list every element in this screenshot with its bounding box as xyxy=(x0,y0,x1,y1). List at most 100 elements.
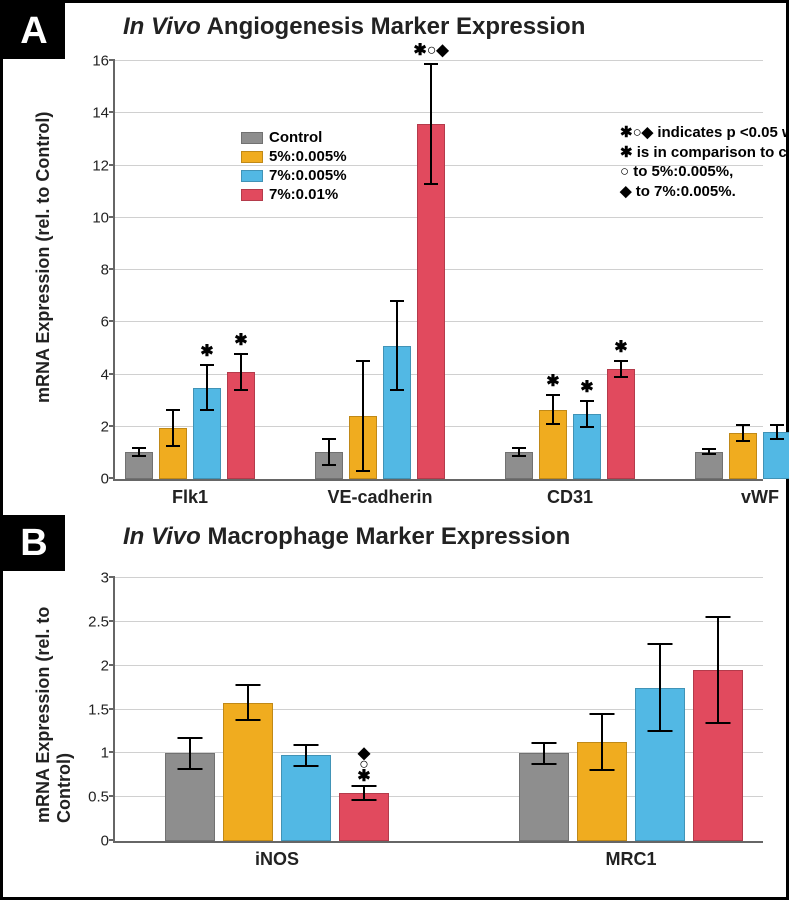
error-cap xyxy=(532,763,557,765)
x-category-label: VE-cadherin xyxy=(327,479,432,508)
x-category-label: MRC1 xyxy=(605,841,656,870)
sig-legend-symbols: ✱○◆ xyxy=(620,124,653,141)
y-gridline xyxy=(115,577,763,578)
error-cap xyxy=(356,470,370,472)
legend-a: Control 5%:0.005% 7%:0.005% 7%:0.01% xyxy=(241,129,347,205)
bar-control xyxy=(695,452,723,479)
error-cap xyxy=(424,183,438,185)
error-cap xyxy=(736,424,750,426)
error-cap xyxy=(702,448,716,450)
legend-item: 7%:0.005% xyxy=(241,167,347,184)
error-cap xyxy=(590,713,615,715)
title-b-italic: In Vivo xyxy=(123,523,201,550)
error-cap xyxy=(200,364,214,366)
error-bar xyxy=(172,410,174,447)
legend-label: 7%:0.005% xyxy=(269,167,347,184)
error-cap xyxy=(648,643,673,645)
error-cap xyxy=(132,447,146,449)
error-bar xyxy=(189,738,191,770)
error-bar xyxy=(363,786,365,800)
error-cap xyxy=(512,447,526,449)
x-category-label: vWF xyxy=(741,479,779,508)
legend-swatch-7a xyxy=(241,170,263,182)
y-gridline xyxy=(115,112,763,113)
y-gridline xyxy=(115,621,763,622)
legend-item: Control xyxy=(241,129,347,146)
significance-marker: ✱ xyxy=(200,341,213,361)
error-cap xyxy=(390,300,404,302)
y-tick-label: 16 xyxy=(92,53,115,70)
error-cap xyxy=(352,785,377,787)
significance-marker: ✱ xyxy=(580,377,593,397)
legend-label: Control xyxy=(269,129,322,146)
y-tick-label: 0 xyxy=(101,833,115,850)
y-tick-label: 1.5 xyxy=(88,701,115,718)
error-cap xyxy=(770,424,784,426)
legend-swatch-control xyxy=(241,132,263,144)
error-cap xyxy=(512,455,526,457)
significance-marker: ✱ xyxy=(546,371,559,391)
error-cap xyxy=(352,799,377,801)
y-label-b-1: mRNA Expression (rel. to xyxy=(33,607,53,823)
error-bar xyxy=(620,361,622,377)
error-bar xyxy=(659,644,661,732)
x-category-label: CD31 xyxy=(547,479,593,508)
y-tick-label: 1 xyxy=(101,745,115,762)
y-tick-label: 0.5 xyxy=(88,789,115,806)
error-cap xyxy=(322,464,336,466)
error-cap xyxy=(132,455,146,457)
bar-s7a xyxy=(281,755,331,841)
sig-legend-l4: ◆ to 7%:0.005%. xyxy=(620,182,789,202)
error-cap xyxy=(166,445,180,447)
y-label-b-2: Control) xyxy=(54,753,74,823)
y-tick-label: 12 xyxy=(92,157,115,174)
error-cap xyxy=(322,438,336,440)
legend-swatch-7b xyxy=(241,189,263,201)
y-gridline xyxy=(115,665,763,666)
error-cap xyxy=(706,722,731,724)
error-bar xyxy=(362,361,364,471)
error-cap xyxy=(546,423,560,425)
error-cap xyxy=(356,360,370,362)
error-cap xyxy=(178,768,203,770)
error-cap xyxy=(234,353,248,355)
significance-legend: ✱○◆ indicates p <0.05 where ✱ is in comp… xyxy=(620,123,789,201)
error-cap xyxy=(736,440,750,442)
legend-label: 7%:0.01% xyxy=(269,186,338,203)
error-cap xyxy=(236,719,261,721)
significance-marker: ✱ xyxy=(234,330,247,350)
y-tick-label: 4 xyxy=(101,366,115,383)
error-cap xyxy=(614,360,628,362)
title-a-italic: In Vivo xyxy=(123,13,201,40)
error-bar xyxy=(430,64,432,184)
y-gridline xyxy=(115,60,763,61)
y-axis-label-a: mRNA Expression (rel. to Control) xyxy=(33,112,54,403)
y-tick-label: 3 xyxy=(101,570,115,587)
error-cap xyxy=(166,409,180,411)
bar-s7b xyxy=(607,369,635,479)
error-cap xyxy=(390,389,404,391)
error-cap xyxy=(648,730,673,732)
error-bar xyxy=(396,301,398,390)
error-bar xyxy=(543,743,545,764)
significance-marker: ✱○◆ xyxy=(413,40,448,60)
legend-label: 5%:0.005% xyxy=(269,148,347,165)
legend-item: 5%:0.005% xyxy=(241,148,347,165)
legend-swatch-5 xyxy=(241,151,263,163)
error-cap xyxy=(702,453,716,455)
y-tick-label: 2 xyxy=(101,657,115,674)
y-tick-label: 8 xyxy=(101,262,115,279)
error-cap xyxy=(546,394,560,396)
error-bar xyxy=(717,617,719,722)
legend-item: 7%:0.01% xyxy=(241,186,347,203)
panel-b-label: B xyxy=(3,515,65,571)
chart-b-title: In Vivo Macrophage Marker Expression xyxy=(123,523,570,551)
error-cap xyxy=(706,616,731,618)
title-b-rest: Macrophage Marker Expression xyxy=(201,523,570,550)
error-bar xyxy=(328,439,330,465)
error-cap xyxy=(580,426,594,428)
error-bar xyxy=(601,714,603,770)
error-bar xyxy=(742,425,744,441)
x-category-label: Flk1 xyxy=(172,479,208,508)
error-bar xyxy=(586,401,588,427)
